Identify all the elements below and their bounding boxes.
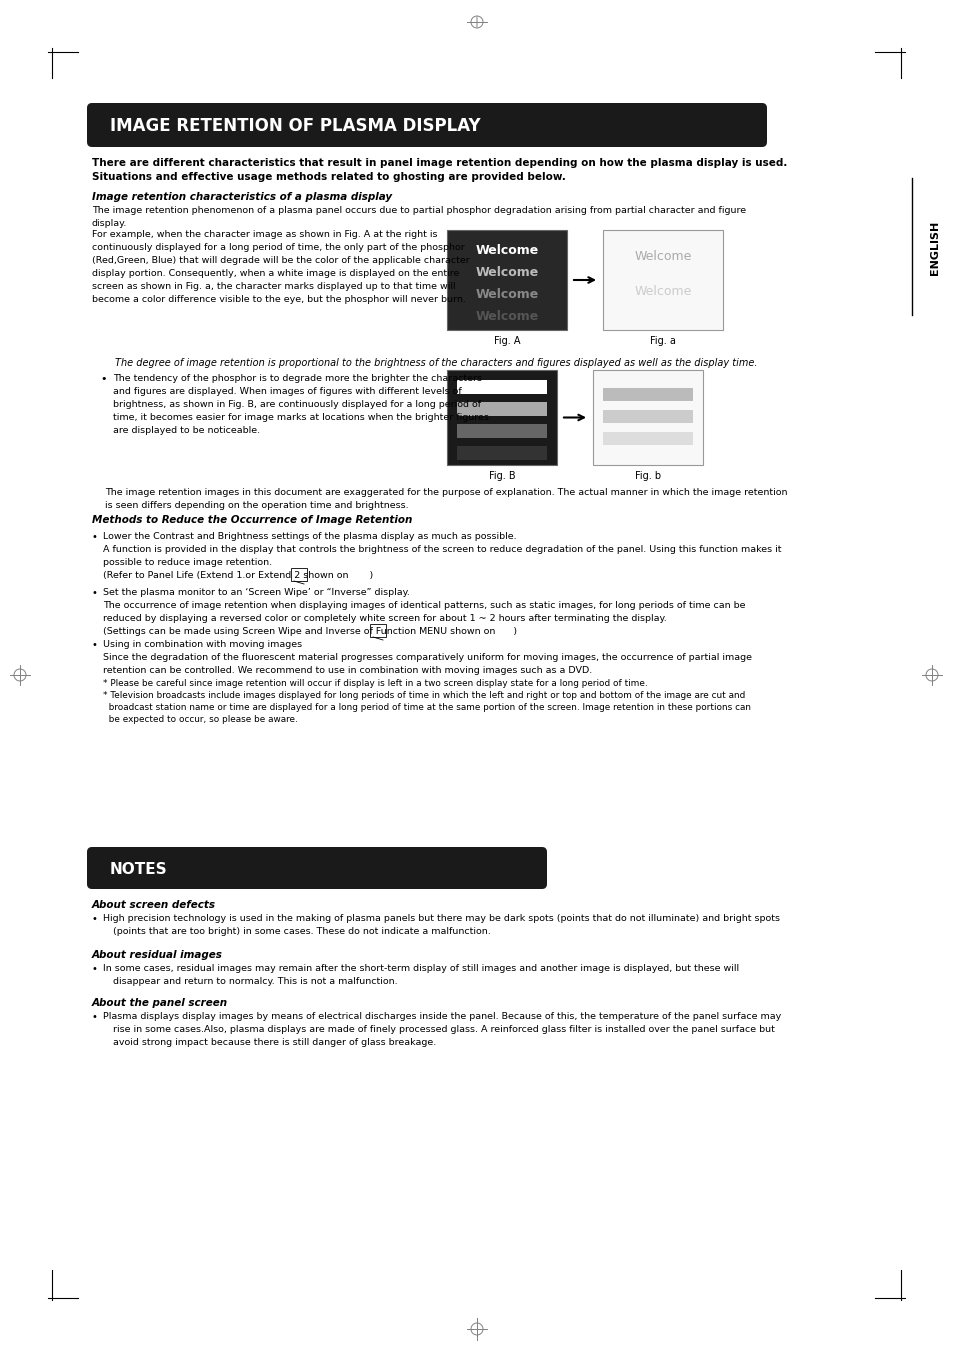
Text: There are different characteristics that result in panel image retention dependi: There are different characteristics that… bbox=[91, 158, 786, 168]
Text: NOTES: NOTES bbox=[110, 862, 168, 877]
Text: Fig. B: Fig. B bbox=[488, 471, 515, 481]
Text: Using in combination with moving images: Using in combination with moving images bbox=[103, 640, 302, 648]
Text: Welcome: Welcome bbox=[475, 245, 538, 257]
Text: Plasma displays display images by means of electrical discharges inside the pane: Plasma displays display images by means … bbox=[103, 1012, 781, 1021]
Text: reduced by displaying a reversed color or completely white screen for about 1 ~ : reduced by displaying a reversed color o… bbox=[103, 613, 666, 623]
Text: About residual images: About residual images bbox=[91, 950, 223, 961]
Bar bbox=[593, 370, 702, 465]
Text: The tendency of the phosphor is to degrade more the brighter the characters: The tendency of the phosphor is to degra… bbox=[112, 374, 481, 382]
Text: avoid strong impact because there is still danger of glass breakage.: avoid strong impact because there is sti… bbox=[112, 1038, 436, 1047]
Text: Welcome: Welcome bbox=[475, 288, 538, 301]
Text: Since the degradation of the fluorescent material progresses comparatively unifo: Since the degradation of the fluorescent… bbox=[103, 653, 751, 662]
Text: Methods to Reduce the Occurrence of Image Retention: Methods to Reduce the Occurrence of Imag… bbox=[91, 515, 412, 526]
Text: Welcome: Welcome bbox=[475, 309, 538, 323]
Text: Welcome: Welcome bbox=[475, 266, 538, 280]
Text: Situations and effective usage methods related to ghosting are provided below.: Situations and effective usage methods r… bbox=[91, 172, 565, 182]
Text: About the panel screen: About the panel screen bbox=[91, 998, 228, 1008]
Text: and figures are displayed. When images of figures with different levels of: and figures are displayed. When images o… bbox=[112, 386, 461, 396]
Text: brightness, as shown in Fig. B, are continuously displayed for a long period of: brightness, as shown in Fig. B, are cont… bbox=[112, 400, 480, 409]
Text: •: • bbox=[91, 915, 98, 924]
Bar bbox=[370, 624, 386, 638]
Bar bbox=[456, 403, 546, 416]
Bar bbox=[456, 424, 546, 438]
Text: be expected to occur, so please be aware.: be expected to occur, so please be aware… bbox=[103, 715, 297, 724]
Text: The degree of image retention is proportional to the brightness of the character: The degree of image retention is proport… bbox=[115, 358, 757, 367]
Bar bbox=[456, 446, 546, 459]
Text: For example, when the character image as shown in Fig. A at the right is: For example, when the character image as… bbox=[91, 230, 437, 239]
Bar bbox=[602, 409, 692, 423]
Text: is seen differs depending on the operation time and brightness.: is seen differs depending on the operati… bbox=[105, 501, 408, 509]
Text: possible to reduce image retention.: possible to reduce image retention. bbox=[103, 558, 272, 567]
Text: •: • bbox=[91, 588, 98, 598]
Text: (Refer to Panel Life (Extend 1.or Extend 2 shown on       ): (Refer to Panel Life (Extend 1.or Extend… bbox=[103, 571, 373, 580]
Text: disappear and return to normalcy. This is not a malfunction.: disappear and return to normalcy. This i… bbox=[112, 977, 397, 986]
Text: ENGLISH: ENGLISH bbox=[929, 220, 939, 276]
Text: Lower the Contrast and Brightness settings of the plasma display as much as poss: Lower the Contrast and Brightness settin… bbox=[103, 532, 517, 540]
FancyBboxPatch shape bbox=[87, 847, 546, 889]
Text: time, it becomes easier for image marks at locations when the brighter figures: time, it becomes easier for image marks … bbox=[112, 413, 488, 422]
Text: The image retention phenomenon of a plasma panel occurs due to partial phosphor : The image retention phenomenon of a plas… bbox=[91, 205, 745, 227]
Text: Welcome: Welcome bbox=[634, 250, 691, 263]
Text: (points that are too bright) in some cases. These do not indicate a malfunction.: (points that are too bright) in some cas… bbox=[112, 927, 490, 936]
Text: retention can be controlled. We recommend to use in combination with moving imag: retention can be controlled. We recommen… bbox=[103, 666, 592, 676]
Text: (Red,Green, Blue) that will degrade will be the color of the applicable characte: (Red,Green, Blue) that will degrade will… bbox=[91, 255, 469, 265]
Text: Image retention characteristics of a plasma display: Image retention characteristics of a pla… bbox=[91, 192, 392, 203]
Text: IMAGE RETENTION OF PLASMA DISPLAY: IMAGE RETENTION OF PLASMA DISPLAY bbox=[110, 118, 480, 135]
Text: screen as shown in Fig. a, the character marks displayed up to that time will: screen as shown in Fig. a, the character… bbox=[91, 282, 456, 290]
Text: Set the plasma monitor to an ‘Screen Wipe’ or “Inverse” display.: Set the plasma monitor to an ‘Screen Wip… bbox=[103, 588, 410, 597]
Bar bbox=[447, 230, 566, 330]
Bar bbox=[602, 388, 692, 401]
Text: •: • bbox=[91, 1012, 98, 1021]
Text: display portion. Consequently, when a white image is displayed on the entire: display portion. Consequently, when a wh… bbox=[91, 269, 459, 278]
Text: High precision technology is used in the making of plasma panels but there may b: High precision technology is used in the… bbox=[103, 915, 780, 923]
Bar bbox=[456, 380, 546, 394]
Text: About screen defects: About screen defects bbox=[91, 900, 215, 911]
Text: continuously displayed for a long period of time, the only part of the phosphor: continuously displayed for a long period… bbox=[91, 243, 464, 253]
Text: (Settings can be made using Screen Wipe and Inverse of Function MENU shown on   : (Settings can be made using Screen Wipe … bbox=[103, 627, 517, 636]
Bar bbox=[291, 567, 307, 581]
Text: broadcast station name or time are displayed for a long period of time at the sa: broadcast station name or time are displ… bbox=[103, 703, 750, 712]
Text: Fig. A: Fig. A bbox=[494, 336, 519, 346]
Text: Welcome: Welcome bbox=[634, 285, 691, 299]
FancyBboxPatch shape bbox=[87, 103, 766, 147]
Text: * Please be careful since image retention will occur if display is left in a two: * Please be careful since image retentio… bbox=[103, 680, 647, 688]
Text: rise in some cases.Also, plasma displays are made of finely processed glass. A r: rise in some cases.Also, plasma displays… bbox=[112, 1025, 774, 1034]
Text: In some cases, residual images may remain after the short-term display of still : In some cases, residual images may remai… bbox=[103, 965, 739, 973]
Text: •: • bbox=[91, 640, 98, 650]
Text: Fig. a: Fig. a bbox=[649, 336, 676, 346]
Text: A function is provided in the display that controls the brightness of the screen: A function is provided in the display th… bbox=[103, 544, 781, 554]
Text: The image retention images in this document are exaggerated for the purpose of e: The image retention images in this docum… bbox=[105, 488, 786, 497]
Text: * Television broadcasts include images displayed for long periods of time in whi: * Television broadcasts include images d… bbox=[103, 690, 744, 700]
Text: •: • bbox=[91, 532, 98, 542]
Text: •: • bbox=[100, 374, 107, 384]
Text: become a color difference visible to the eye, but the phosphor will never burn.: become a color difference visible to the… bbox=[91, 295, 465, 304]
Bar bbox=[447, 370, 557, 465]
Bar bbox=[602, 432, 692, 444]
Text: •: • bbox=[91, 965, 98, 974]
Text: are displayed to be noticeable.: are displayed to be noticeable. bbox=[112, 426, 260, 435]
Bar bbox=[602, 230, 722, 330]
Text: The occurrence of image retention when displaying images of identical patterns, : The occurrence of image retention when d… bbox=[103, 601, 744, 611]
Text: Fig. b: Fig. b bbox=[635, 471, 660, 481]
